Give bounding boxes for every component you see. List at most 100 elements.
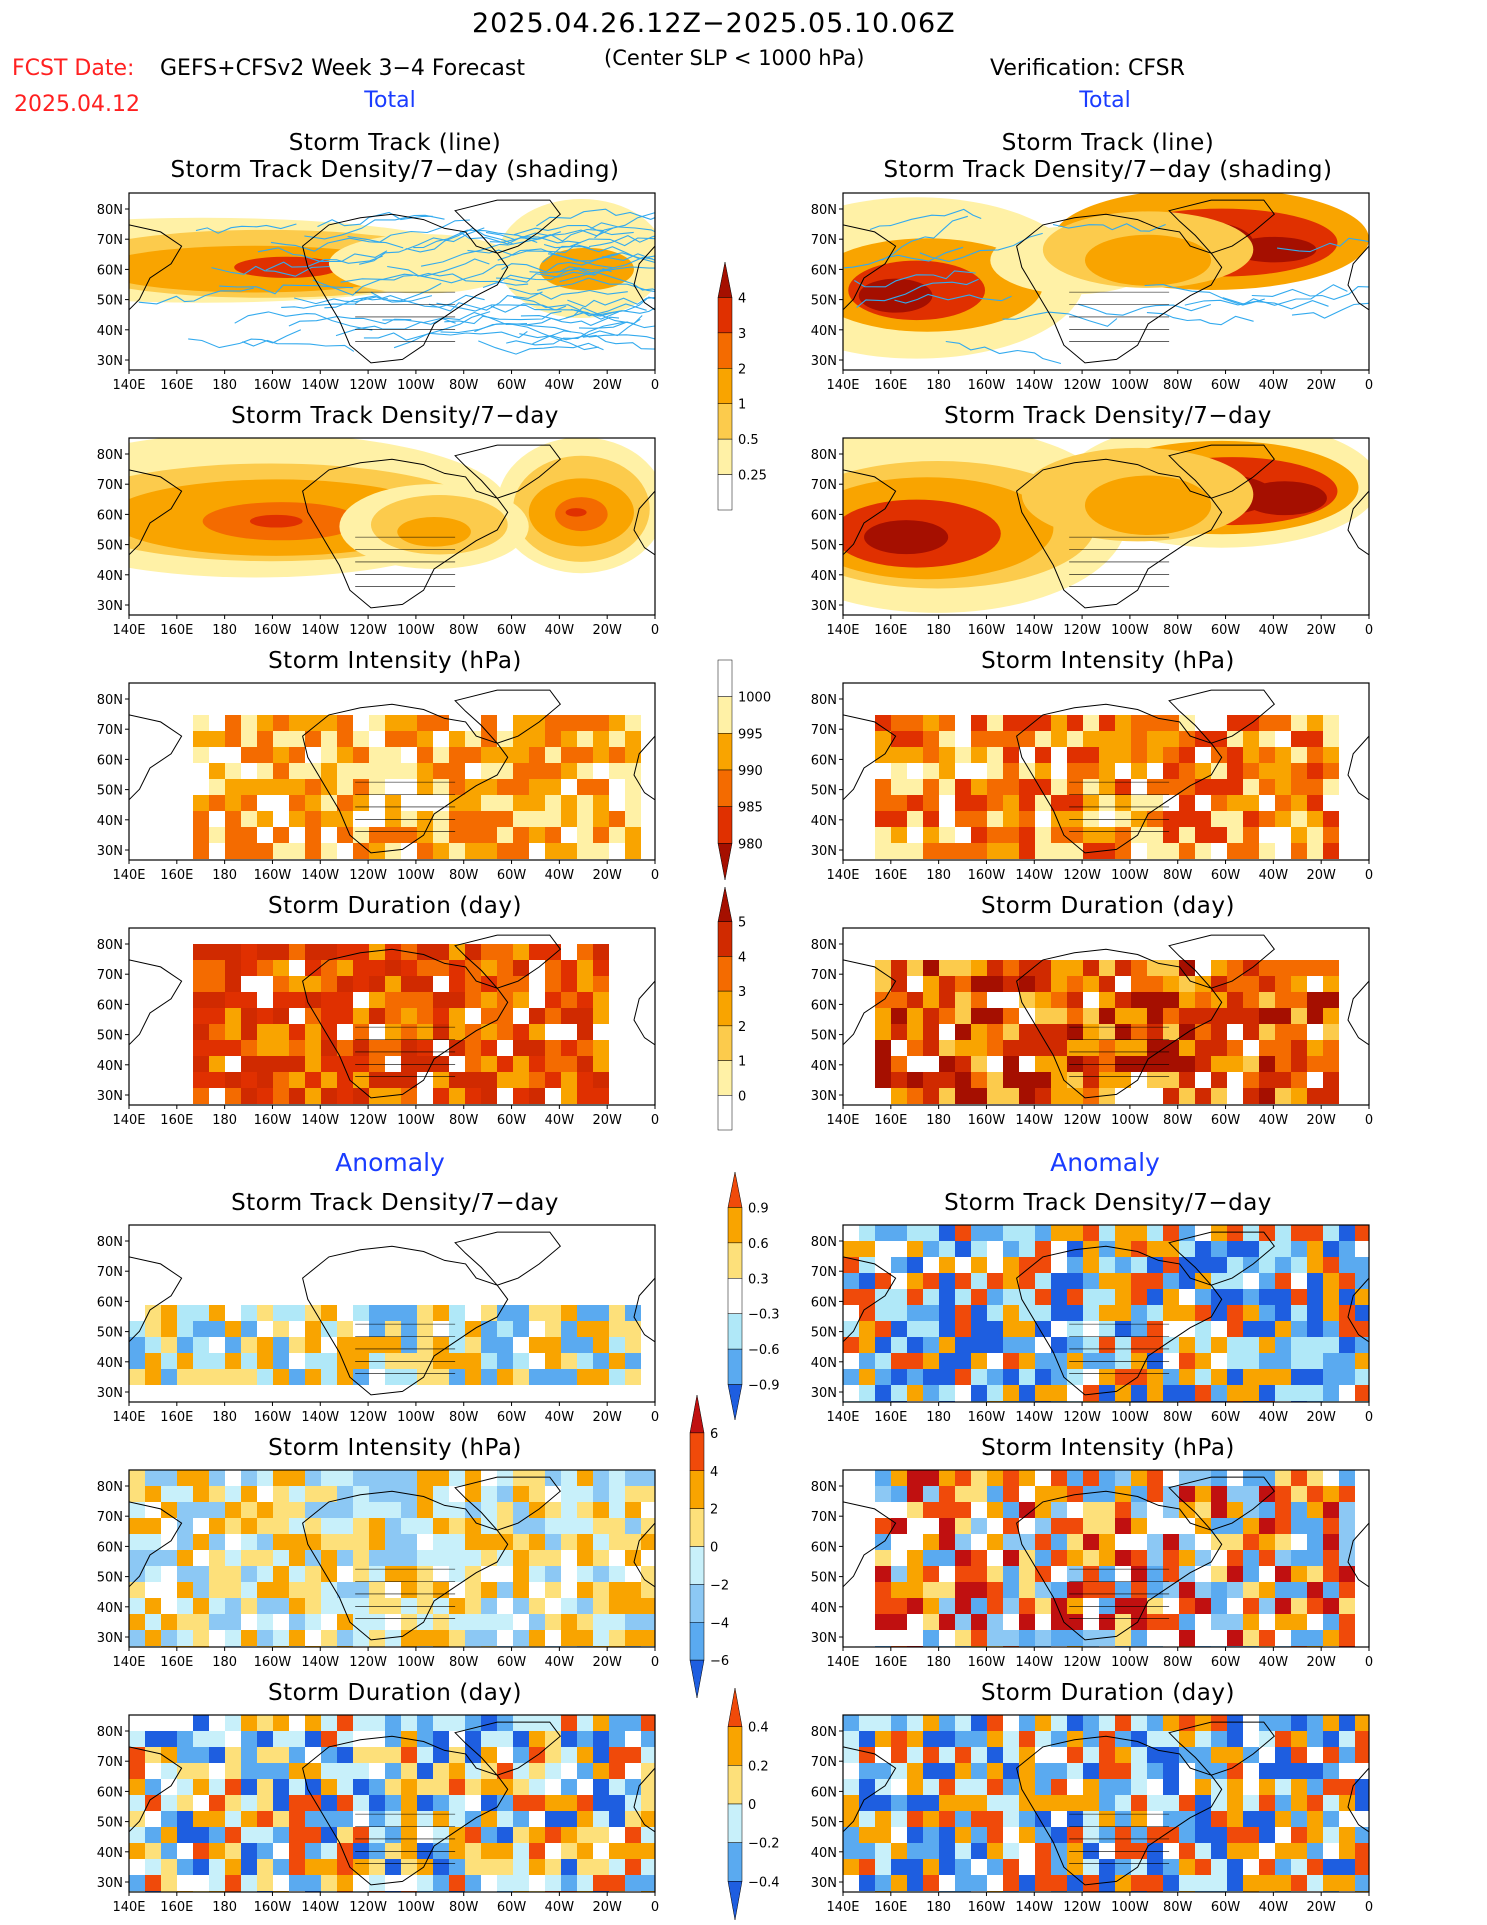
storm-track-line bbox=[602, 253, 655, 261]
grid-cell bbox=[1291, 1088, 1307, 1104]
grid-cell bbox=[497, 1321, 513, 1337]
grid-cell bbox=[1115, 1225, 1131, 1241]
grid-cell bbox=[1195, 992, 1211, 1008]
grid-cell bbox=[1083, 1289, 1099, 1305]
grid-cell bbox=[449, 1305, 465, 1321]
grid-cell bbox=[401, 1779, 417, 1795]
grid-cell bbox=[545, 1550, 561, 1566]
grid-cell bbox=[1355, 1731, 1369, 1747]
grid-cell bbox=[577, 1582, 593, 1598]
grid-cell bbox=[891, 1088, 907, 1104]
grid-cell bbox=[209, 1040, 225, 1056]
grid-cell bbox=[1067, 976, 1083, 992]
grid-cell bbox=[497, 1008, 513, 1024]
grid-cell bbox=[875, 1566, 891, 1582]
grid-cell bbox=[1019, 1321, 1035, 1337]
grid-cell bbox=[225, 1779, 241, 1795]
grid-cell bbox=[1003, 1321, 1019, 1337]
grid-cell bbox=[1195, 811, 1211, 827]
grid-cell bbox=[241, 1534, 257, 1550]
grid-cell bbox=[1003, 795, 1019, 811]
grid-cell bbox=[225, 1598, 241, 1614]
grid-cell bbox=[561, 1843, 577, 1859]
lon-tick-label: 140E bbox=[826, 1655, 859, 1670]
asia-coastline bbox=[843, 959, 897, 1046]
grid-cell bbox=[1131, 1550, 1147, 1566]
grid-cell bbox=[465, 1518, 481, 1534]
lat-tick-label: 40N bbox=[811, 1059, 837, 1074]
grid-cell bbox=[891, 1305, 907, 1321]
grid-cell bbox=[1131, 1582, 1147, 1598]
grid-cell bbox=[987, 1582, 1003, 1598]
grid-cell bbox=[1307, 1859, 1323, 1875]
grid-cell bbox=[1163, 1369, 1179, 1385]
lon-tick-label: 140W bbox=[301, 868, 339, 883]
grid-cell bbox=[1291, 795, 1307, 811]
grid-cell bbox=[481, 795, 497, 811]
grid-cell bbox=[1291, 1353, 1307, 1369]
grid-cell bbox=[593, 1747, 609, 1763]
grid-cell bbox=[987, 1225, 1003, 1241]
lat-tick-label: 80N bbox=[811, 1480, 837, 1495]
grid-cell bbox=[1227, 747, 1243, 763]
lon-tick-label: 100W bbox=[397, 1113, 435, 1128]
grid-cell bbox=[875, 1072, 891, 1088]
grid-cell bbox=[593, 747, 609, 763]
grid-cell bbox=[609, 1470, 625, 1486]
grid-cell bbox=[1019, 1369, 1035, 1385]
lon-tick-label: 40W bbox=[545, 1900, 575, 1915]
grid-cell bbox=[577, 1630, 593, 1646]
title-right-density-anom: Storm Track Density/7−day bbox=[944, 1190, 1272, 1216]
storm-track-line bbox=[393, 330, 528, 349]
grid-cell bbox=[1323, 1779, 1339, 1795]
grid-cell bbox=[609, 1811, 625, 1827]
grid-cell bbox=[1291, 1582, 1307, 1598]
grid-cell bbox=[875, 960, 891, 976]
grid-cell bbox=[1147, 1024, 1163, 1040]
grid-cell bbox=[257, 1040, 273, 1056]
grid-cell bbox=[1227, 1257, 1243, 1273]
grid-cell bbox=[545, 1731, 561, 1747]
grid-cell bbox=[1067, 1289, 1083, 1305]
grid-cell bbox=[129, 1763, 145, 1779]
grid-cell bbox=[971, 1550, 987, 1566]
grid-cell bbox=[875, 1337, 891, 1353]
title-right-density: Storm Track Density/7−day bbox=[944, 403, 1272, 429]
grid-cell bbox=[971, 1241, 987, 1257]
grid-cell bbox=[1115, 1369, 1131, 1385]
grid-cell bbox=[449, 795, 465, 811]
grid-cell bbox=[529, 731, 545, 747]
grid-cell bbox=[971, 1088, 987, 1104]
grid-cell bbox=[449, 1008, 465, 1024]
colorbar-label: −0.9 bbox=[748, 1379, 780, 1394]
grid-cell bbox=[529, 1008, 545, 1024]
grid-cell bbox=[225, 1040, 241, 1056]
grid-cell bbox=[955, 1040, 971, 1056]
grid-cell bbox=[465, 827, 481, 843]
grid-cell bbox=[891, 1731, 907, 1747]
grid-cell bbox=[891, 843, 907, 859]
grid-cell bbox=[481, 1534, 497, 1550]
lat-tick-label: 70N bbox=[97, 233, 123, 248]
grid-cell bbox=[1131, 1779, 1147, 1795]
grid-cell bbox=[177, 1353, 193, 1369]
lon-tick-label: 120W bbox=[1063, 1655, 1101, 1670]
grid-cell bbox=[1291, 1486, 1307, 1502]
grid-cell bbox=[625, 1321, 641, 1337]
grid-cell bbox=[907, 1646, 923, 1647]
grid-cell bbox=[577, 1056, 593, 1072]
grid-cell bbox=[1115, 795, 1131, 811]
grid-cell bbox=[1275, 1518, 1291, 1534]
grid-cell bbox=[1099, 715, 1115, 731]
grid-cell bbox=[321, 1550, 337, 1566]
grid-cell bbox=[1003, 1534, 1019, 1550]
grid-cell bbox=[257, 1056, 273, 1072]
grid-cell bbox=[891, 1582, 907, 1598]
grid-cell bbox=[449, 1827, 465, 1843]
europe-coastline bbox=[1347, 490, 1369, 556]
grid-cell bbox=[1227, 715, 1243, 731]
grid-cell bbox=[321, 976, 337, 992]
grid-cell bbox=[401, 1072, 417, 1088]
grid-cell bbox=[545, 976, 561, 992]
